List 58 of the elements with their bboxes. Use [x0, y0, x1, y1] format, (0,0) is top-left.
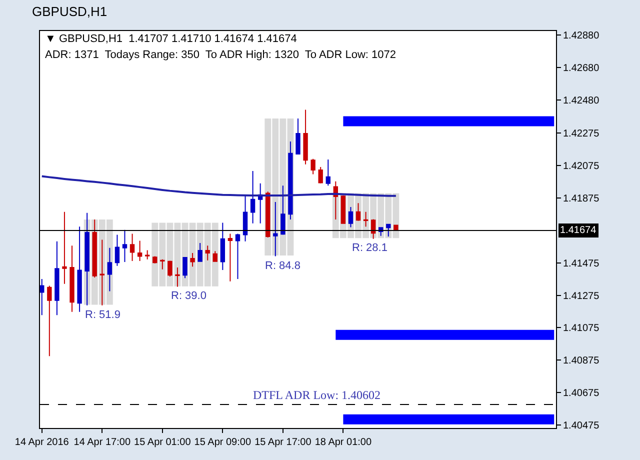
candlestick	[220, 222, 226, 270]
candlestick	[250, 170, 256, 224]
candlestick	[160, 258, 165, 270]
annotation: ADR: 1371 Todays Range: 350 To ADR High: 1320 To ADR Low: 1072	[45, 49, 396, 61]
candlestick	[386, 224, 391, 238]
candlestick	[130, 233, 135, 262]
candlestick	[54, 240, 60, 316]
x-tick-label: 15 Apr 01:00	[134, 437, 192, 448]
candlestick	[326, 158, 330, 186]
chart-subtitle: ▼ GBPUSD,H1 1.41707 1.41710 1.41674 1.41674	[45, 33, 297, 45]
candlestick	[137, 240, 142, 262]
annotation: R: 84.8	[265, 260, 300, 272]
candlestick	[296, 118, 300, 154]
candlestick	[114, 234, 120, 266]
line-series	[40, 175, 397, 197]
candlestick	[228, 233, 233, 282]
y-tick-label: 1.41275	[563, 290, 600, 302]
chart-title: GBPUSD,H1	[32, 4, 108, 19]
annotation: R: 51.9	[85, 309, 120, 321]
candlestick	[47, 285, 52, 357]
candlestick	[40, 278, 44, 316]
candlestick	[212, 250, 218, 262]
candlestick	[318, 166, 323, 184]
candlestick	[303, 109, 308, 165]
y-tick-label: 1.42880	[563, 30, 600, 42]
y-tick-label: 1.42680	[563, 62, 600, 74]
y-tick-label: 1.40675	[563, 388, 600, 400]
x-tick-label: 14 Apr 17:00	[74, 437, 131, 448]
candlestick	[242, 195, 248, 242]
candlestick	[145, 250, 150, 260]
annotation: R: 28.1	[352, 242, 388, 254]
candlestick	[205, 245, 210, 261]
y-tick-label: 1.42275	[563, 128, 600, 140]
candlestick	[62, 211, 67, 284]
candlestick	[122, 229, 128, 263]
candlestick	[310, 158, 316, 175]
x-tick-label: 14 Apr 2016	[14, 437, 70, 448]
y-tick-label: 1.40875	[563, 356, 600, 367]
candlestick	[77, 226, 82, 312]
x-tick-label: 15 Apr 09:00	[194, 437, 252, 448]
ref-line-label: DTFL ADR Low: 1.40602	[253, 388, 381, 402]
y-tick-label: 1.42075	[563, 161, 600, 172]
x-tick-label: 15 Apr 17:00	[254, 437, 312, 448]
y-tick-label: 1.41075	[563, 323, 600, 334]
candlestick	[175, 267, 180, 288]
ref-line-label: 1.41674	[560, 225, 597, 236]
y-tick-label: 1.41475	[563, 258, 600, 270]
y-tick-label: 1.42480	[563, 95, 600, 106]
candlestick	[190, 252, 195, 268]
candlestick	[198, 242, 202, 262]
candlestick	[168, 260, 172, 277]
candlestick	[70, 245, 74, 312]
y-tick-label: 1.41875	[563, 193, 600, 204]
annotation: R: 39.0	[171, 290, 206, 302]
candlestick	[235, 233, 240, 280]
candlestick	[152, 256, 158, 264]
y-tick-label: 1.40475	[563, 420, 600, 432]
x-tick-label: 18 Apr 01:00	[314, 437, 372, 448]
